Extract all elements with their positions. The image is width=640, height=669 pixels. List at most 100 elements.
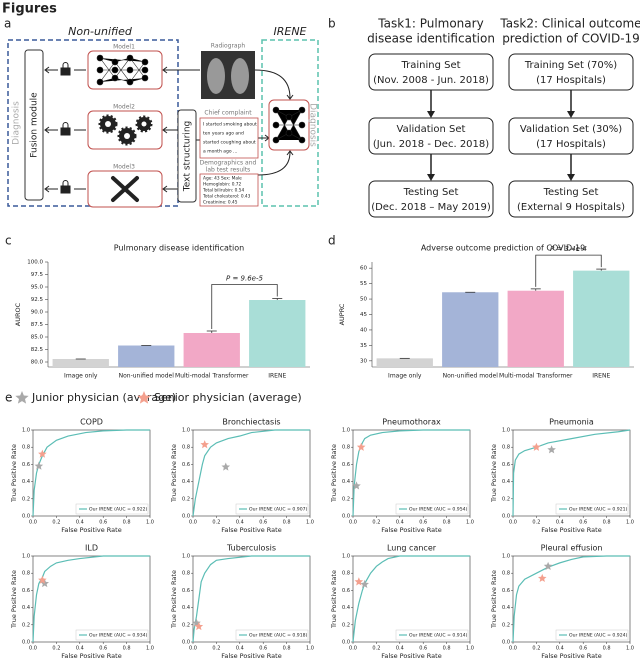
task-title: prediction of COVID-19 <box>502 32 640 46</box>
y-tick-label: 0.6 <box>342 462 350 468</box>
x-tick-label: IRENE <box>268 373 286 380</box>
page-title: Figures <box>2 2 57 17</box>
y-tick-label: 0.0 <box>502 514 510 520</box>
x-tick-label: 0.0 <box>189 520 197 526</box>
flow-arrow-head <box>427 174 435 181</box>
plot-frame <box>512 555 631 643</box>
y-tick-label: 0.0 <box>182 640 190 646</box>
x-tick-label: 0.6 <box>579 520 587 526</box>
x-tick-label: 0.4 <box>76 646 84 652</box>
x-tick-label: 0.0 <box>29 520 37 526</box>
legend-label: Our IRENE (AUC = 0.921) <box>569 507 628 513</box>
y-tick-label: 0.2 <box>182 496 190 502</box>
y-tick-label: 55 <box>360 281 367 287</box>
flow-box-text: (External 9 Hospitals) <box>517 202 625 213</box>
x-tick-label: 0.2 <box>212 646 220 652</box>
y-tick-label: 90.0 <box>31 310 44 316</box>
y-axis-label: True Positive Rate <box>490 444 498 503</box>
y-tick-label: 0.6 <box>502 588 510 594</box>
fusion-box <box>24 49 44 201</box>
legend-box <box>555 503 629 515</box>
y-tick-label: 100.0 <box>27 260 43 266</box>
lab-line: Creatinine: 0.45 <box>203 200 238 206</box>
y-axis-label: AUROC <box>14 302 22 326</box>
bar <box>52 359 109 367</box>
bar <box>376 358 433 367</box>
roc-curve <box>352 429 470 517</box>
complaint-line: ten years ago and <box>203 131 244 137</box>
x-tick-label: Non-unified model <box>119 373 175 380</box>
panel-label: a <box>4 17 11 31</box>
y-tick-label: 1.0 <box>502 428 510 434</box>
legend-box <box>235 629 309 641</box>
x-tick-label: 1.0 <box>466 520 474 526</box>
x-tick-label: 1.0 <box>146 646 154 652</box>
flow-box <box>508 180 634 218</box>
y-axis-label: True Positive Rate <box>10 444 18 503</box>
y-tick-label: 1.0 <box>182 554 190 560</box>
y-tick-label: 87.5 <box>31 322 44 328</box>
y-tick-label: 0.6 <box>22 462 30 468</box>
x-tick-label: 1.0 <box>306 520 314 526</box>
y-tick-label: 0.4 <box>342 479 350 485</box>
x-tick-label: IRENE <box>592 373 610 380</box>
legend-label: Our IRENE (AUC = 0.914) <box>409 633 468 639</box>
x-tick-label: 0.4 <box>236 520 244 526</box>
y-tick-label: 30 <box>360 358 367 364</box>
legend-star <box>15 391 29 404</box>
bar <box>442 292 499 367</box>
complaint-line: a month ago ... <box>203 149 237 155</box>
network-icon <box>272 106 306 144</box>
plot-frame <box>352 555 471 643</box>
y-tick-label: 1.0 <box>342 428 350 434</box>
legend-star <box>137 391 151 404</box>
significance-bracket <box>211 284 278 329</box>
legend-box <box>235 503 309 515</box>
y-tick-label: 0.2 <box>182 622 190 628</box>
y-tick-label: 0.4 <box>22 605 30 611</box>
y-tick-label: 85.0 <box>31 335 44 341</box>
physician-star <box>34 461 44 470</box>
task-title: Task1: Pulmonary <box>377 17 483 31</box>
y-tick-label: 0.2 <box>22 496 30 502</box>
gears-icon <box>98 114 153 146</box>
x-tick-label: 0.2 <box>532 520 540 526</box>
physician-star <box>360 579 369 589</box>
bar <box>183 333 240 367</box>
radiograph-image <box>207 58 225 94</box>
y-tick-label: 60 <box>360 266 367 272</box>
x-axis-label: False Positive Rate <box>381 526 441 534</box>
annotation: P = 9.6e-5 <box>226 275 264 283</box>
group-title: IRENE <box>273 25 306 38</box>
x-tick-label: 0.0 <box>349 646 357 652</box>
x-tick-label: 0.2 <box>212 520 220 526</box>
x-axis-label: False Positive Rate <box>61 526 121 534</box>
flow-box-text: Validation Set (30%) <box>520 124 622 135</box>
model-label: Model1 <box>113 44 135 51</box>
legend-box <box>395 629 469 641</box>
y-tick-label: 0.2 <box>502 622 510 628</box>
x-tick-label: 0.0 <box>29 646 37 652</box>
physician-star <box>200 440 209 449</box>
x-tick-label: 0.8 <box>283 520 291 526</box>
y-axis-label: AUPRC <box>338 303 346 325</box>
y-tick-label: 0.8 <box>342 445 350 451</box>
y-tick-label: 0.2 <box>22 622 30 628</box>
roc-curve <box>192 555 310 643</box>
y-tick-label: 0.0 <box>22 514 30 520</box>
y-tick-label: 0.6 <box>182 462 190 468</box>
legend-label: Our IRENE (AUC = 0.922) <box>89 507 148 513</box>
lab-line: Total cholesterol: 0.43 <box>202 194 251 200</box>
y-tick-label: 50 <box>360 297 367 303</box>
significance-bracket <box>535 254 602 287</box>
task-title: disease identification <box>367 32 495 46</box>
y-axis-label: True Positive Rate <box>10 570 18 629</box>
chart-title: Adverse outcome prediction of COVID-19 <box>421 244 585 253</box>
physician-star <box>38 449 47 458</box>
legend-label: Senior physician (average) <box>154 391 302 404</box>
structuring-box <box>177 109 197 203</box>
task-title: Task2: Clinical outcome <box>499 17 640 31</box>
y-tick-label: 92.5 <box>31 297 44 303</box>
bar <box>507 290 564 367</box>
x-tick-label: 0.4 <box>396 646 404 652</box>
